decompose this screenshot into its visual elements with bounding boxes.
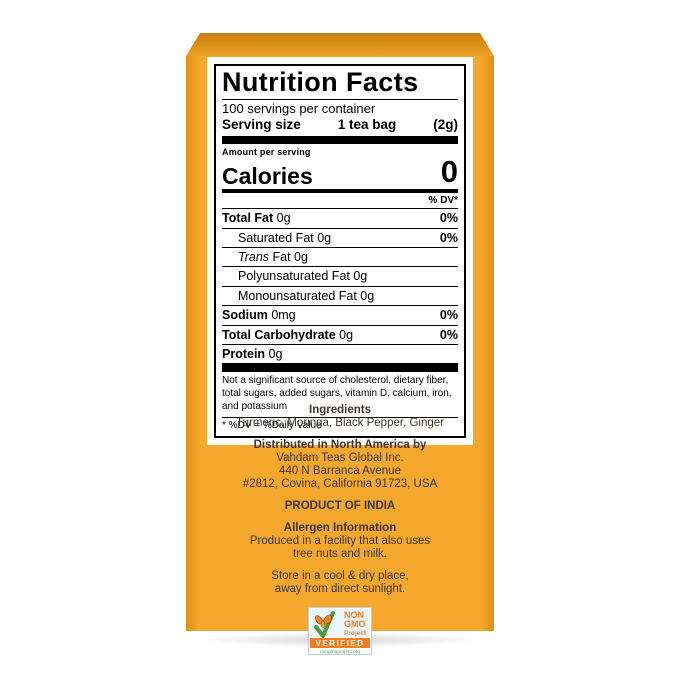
nutrient-row: Polyunsaturated Fat 0g: [222, 266, 458, 285]
medium-divider-bar: [222, 189, 458, 194]
nutrient-name-part: Total Fat: [222, 211, 274, 226]
nutrient-name: Protein 0g: [222, 347, 282, 361]
nutrient-daily-value: 0%: [439, 230, 458, 245]
nutrient-row: Total Carbohydrate 0g 0%: [222, 324, 458, 344]
info-title: PRODUCT OF INDIA: [284, 500, 396, 512]
nutrient-row: Saturated Fat 0g 0%: [222, 227, 458, 247]
butterfly-icon: [315, 614, 332, 629]
nutrient-row: Trans Fat 0g: [222, 247, 458, 266]
nutrient-row: Sodium 0mg 0%: [222, 305, 458, 324]
nutrient-name-part: 0g: [273, 211, 291, 226]
nutrient-name: Total Carbohydrate 0g: [222, 328, 353, 342]
gmo-url-text: nongmoproject.org: [320, 649, 360, 655]
info-title: Distributed in North America by: [253, 439, 427, 451]
package-info-area: Ingredients Turmeric, Moringa, Black Pep…: [202, 404, 478, 655]
servings-per-container: 100 servings per container: [222, 100, 376, 116]
daily-value-header: % DV*: [428, 195, 458, 207]
info-line: Produced in a facility that also uses: [249, 535, 431, 547]
info-line: Store in a cool & dry place,: [271, 570, 409, 582]
nutrient-daily-value: 0%: [439, 211, 458, 226]
nutrient-name-part: Total Carbohydrate: [222, 327, 336, 342]
serving-size-qty: 1 tea bag: [337, 117, 397, 133]
calories-value: 0: [440, 154, 458, 190]
daily-value-note: * %DV = %Daily Value: [222, 416, 458, 432]
nutrient-name-part: Polyunsaturated Fat 0g: [238, 269, 368, 284]
calories-label: Calories: [222, 162, 313, 189]
footnote: Not a significant source of cholesterol,…: [222, 371, 458, 416]
non-gmo-verified-seal: NON GMO Project VERIFIED nongmoproject.o…: [308, 607, 372, 655]
thick-divider-bar: [222, 363, 458, 372]
info-line: 440 N Barranca Avenue: [279, 465, 401, 477]
nutrient-name-part: Monounsaturated Fat 0g: [238, 288, 375, 303]
info-line: tree nuts and milk.: [293, 548, 387, 560]
nutrient-name: Polyunsaturated Fat 0g: [222, 269, 367, 283]
footnote-line: Not a significant source of cholesterol,…: [222, 375, 449, 387]
info-line: #2812, Covina, California 91723, USA: [242, 478, 438, 490]
nutrient-name-part: 0g: [265, 346, 283, 361]
nutrient-daily-value: 0%: [439, 308, 458, 323]
nutrient-row: Total Fat 0g 0%: [222, 208, 458, 227]
nutrient-name: Total Fat 0g: [222, 211, 291, 225]
nutrient-rows: Total Fat 0g 0% Saturated Fat 0g 0% Tran…: [222, 208, 458, 363]
amount-per-serving-label: Amount per serving: [222, 147, 311, 158]
info-line: away from direct sunlight.: [274, 583, 406, 595]
nutrient-name-part: Trans: [238, 250, 270, 265]
calories-row: Calories 0: [222, 157, 458, 189]
nutrient-daily-value: 0%: [439, 327, 458, 342]
info-line: Vahdam Teas Global Inc.: [276, 452, 404, 464]
info-block: Distributed in North America by Vahdam T…: [243, 439, 437, 491]
info-block: PRODUCT OF INDIA: [285, 500, 396, 513]
product-box: Nutrition Facts 100 servings per contain…: [186, 33, 494, 655]
nutrition-facts-box: Nutrition Facts 100 servings per contain…: [214, 64, 466, 438]
nutrient-name: Trans Fat 0g: [222, 250, 308, 264]
nutrient-name-part: Sodium: [222, 308, 268, 323]
nutrient-name-part: Saturated Fat 0g: [238, 230, 332, 245]
info-line: Turmeric, Moringa, Black Pepper, Ginger: [236, 417, 444, 429]
info-block: Store in a cool & dry place, away from di…: [271, 570, 408, 596]
info-title: Ingredients: [309, 404, 371, 416]
nutrition-label-panel: Nutrition Facts 100 servings per contain…: [207, 57, 473, 445]
gmo-text-project: Project: [344, 630, 367, 637]
nutrient-row: Monounsaturated Fat 0g: [222, 285, 458, 305]
nutrient-name-part: 0mg: [267, 308, 296, 323]
footnote-line: and potassium: [222, 400, 288, 412]
footnote-line: total sugars, added sugars, vitamin D, c…: [222, 388, 452, 400]
thick-divider-bar: [222, 136, 458, 145]
gmo-text-non: NON: [344, 610, 364, 620]
serving-size-label: Serving size: [222, 117, 301, 133]
nutrient-name-part: 0g: [335, 327, 354, 342]
box-left-edge: [186, 56, 199, 631]
nutrition-facts-title: Nutrition Facts: [222, 68, 458, 100]
nutrient-name: Monounsaturated Fat 0g: [222, 289, 374, 303]
serving-size-row: Serving size 1 tea bag (2g): [222, 116, 458, 136]
box-right-edge: [482, 56, 494, 631]
nutrient-name-part: Protein: [222, 346, 266, 361]
info-block: Allergen Information Produced in a facil…: [250, 522, 430, 561]
info-block: Ingredients Turmeric, Moringa, Black Pep…: [236, 404, 444, 430]
nutrient-name: Sodium 0mg: [222, 308, 296, 322]
verified-band: [310, 638, 370, 648]
non-gmo-icon: NON GMO Project VERIFIED nongmoproject.o…: [308, 607, 372, 655]
info-title: Allergen Information: [283, 522, 397, 534]
serving-size-weight: (2g): [433, 117, 458, 133]
nutrient-name-part: Fat 0g: [269, 250, 308, 265]
nutrient-name: Saturated Fat 0g: [222, 231, 331, 245]
nutrient-row: Protein 0g: [222, 343, 458, 363]
box-top-flap: [186, 33, 494, 56]
gmo-text-gmo: GMO: [344, 619, 366, 629]
verified-text: VERIFIED: [316, 639, 365, 648]
